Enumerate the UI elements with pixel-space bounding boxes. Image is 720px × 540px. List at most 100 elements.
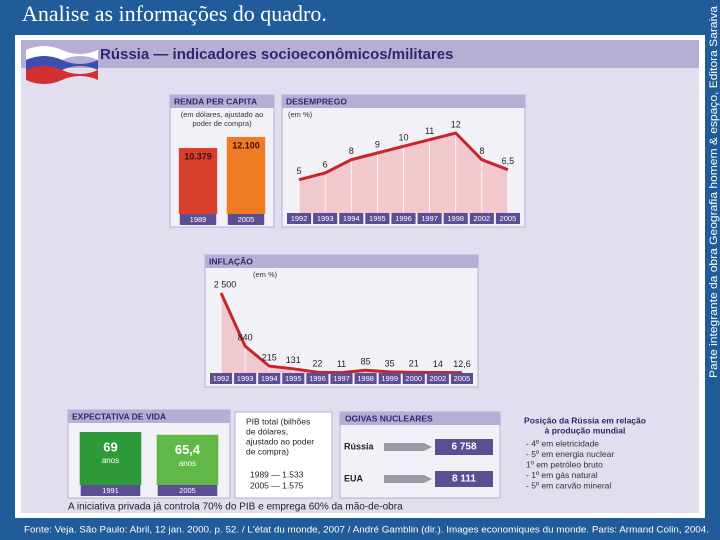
bar [226,137,266,214]
x-tick-label: 2000 [405,374,422,383]
chart-title: RENDA PER CAPITA [174,96,257,106]
value-label: 6,5 [502,156,515,166]
line [219,292,462,375]
x-tick-box [443,213,468,224]
x-tick-box [354,373,377,384]
nuclear-value-box [435,439,493,455]
x-tick-box [339,213,364,224]
x-tick-label: 1998 [447,214,464,223]
value-label: 14 [433,359,443,369]
chart-subtitle: poder de compra) [192,119,252,128]
x-tick-label: 1999 [381,374,398,383]
bar [79,432,142,485]
position-title: Posição da Rússia em relação [524,415,646,425]
x-tick-box [306,373,329,384]
value-label: 11 [425,126,434,136]
x-tick-label: 1994 [261,374,278,383]
position-title: à produção mundial [545,425,626,435]
x-tick-box [450,373,473,384]
x-tick-box [378,373,401,384]
value-label: 10.379 [184,151,212,161]
x-tick-label: 1992 [291,214,308,223]
x-tick-box [80,485,141,496]
value-label: 8 [349,146,354,156]
x-tick-box [258,373,281,384]
x-tick-label: 2002 [430,374,447,383]
position-item: - 1º em gás natural [526,470,598,480]
pib-box [234,411,333,499]
value-label: 840 [238,332,253,342]
x-tick-box [179,214,217,225]
x-tick-label: 2005 [500,214,517,223]
x-tick-label: 2005 [179,486,196,495]
x-tick-box [227,214,265,225]
x-tick-box [365,213,390,224]
chart-title-band [282,95,525,108]
value-label: 69 [103,439,117,454]
pib-row: 2005 — 1.575 [250,480,304,490]
nuclear-value: 8 111 [452,474,476,485]
chart-title-band [205,255,478,268]
side-note: Parte integrante da obra Geografia homem… [708,5,720,378]
x-tick-box [426,373,449,384]
x-tick-box [234,373,257,384]
x-tick-box [210,373,233,384]
x-tick-label: 1995 [285,374,302,383]
nuclear-title-band [340,412,500,425]
missile-icon [384,443,432,451]
value-label: 8 [479,146,484,156]
nuclear-country: Rússia [344,441,375,451]
value-label: 22 [312,359,322,369]
x-tick-box [157,485,218,496]
value-label: 131 [286,355,301,365]
footer: Fonte: Veja. São Paulo: Abril, 12 jan. 2… [24,524,709,534]
position-item: - 5º em energia nuclear [526,449,614,459]
chart-subtitle: (em %) [288,110,313,119]
value-label: 12 [451,119,461,129]
infographic-note: A iniciativa privada já controla 70% do … [68,502,403,513]
x-tick-box [287,213,312,224]
x-tick-box [391,213,416,224]
x-tick-label: 2002 [473,214,490,223]
x-tick-label: 1994 [343,214,360,223]
value-label: 2 500 [214,279,237,289]
chart-subtitle: (em dólares, ajustado ao [181,110,264,119]
slide-title: Analise as informações do quadro. [22,1,327,26]
value-label: 215 [262,352,277,362]
position-item: 1º em petróleo bruto [526,459,603,469]
chart-title: INFLAÇÃO [209,256,253,266]
value-label: 11 [337,359,346,369]
chart-title-band [68,410,230,423]
position-item: - 4º em eletricidade [526,438,599,448]
x-tick-label: 1996 [309,374,326,383]
bar [178,147,218,214]
line [298,131,509,182]
missile-icon [384,475,432,483]
value-label: 6 [323,159,328,169]
value-label: 65,4 [175,442,201,457]
value-label: 5 [297,166,302,176]
pib-text: de dólares, [246,426,288,436]
value-label: 12,6 [453,359,471,369]
x-tick-label: 1993 [317,214,334,223]
x-tick-label: 1991 [102,486,119,495]
value-unit: anos [102,456,119,465]
position-item: - 5º em carvão mineral [526,480,611,490]
pib-text: de compra) [246,446,289,456]
x-tick-box [495,213,520,224]
infographic-heading: Rússia — indicadores socioeconômicos/mil… [100,46,453,63]
value-label: 10 [398,133,408,143]
chart-subtitle: (em %) [253,270,278,279]
pib-row: 1989 — 1.533 [250,469,304,479]
nuclear-value: 6 758 [451,442,476,453]
x-tick-box [402,373,425,384]
x-tick-label: 1997 [333,374,350,383]
value-label: 12.100 [232,140,260,150]
chart-title: EXPECTATIVA DE VIDA [72,411,166,421]
pib-text: PIB total (bilhões [246,416,310,426]
nuclear-country: EUA [344,473,364,483]
value-unit: anos [179,459,196,468]
nuclear-title: OGIVAS NUCLEARES [345,413,433,423]
nuclear-value-box [435,471,493,487]
